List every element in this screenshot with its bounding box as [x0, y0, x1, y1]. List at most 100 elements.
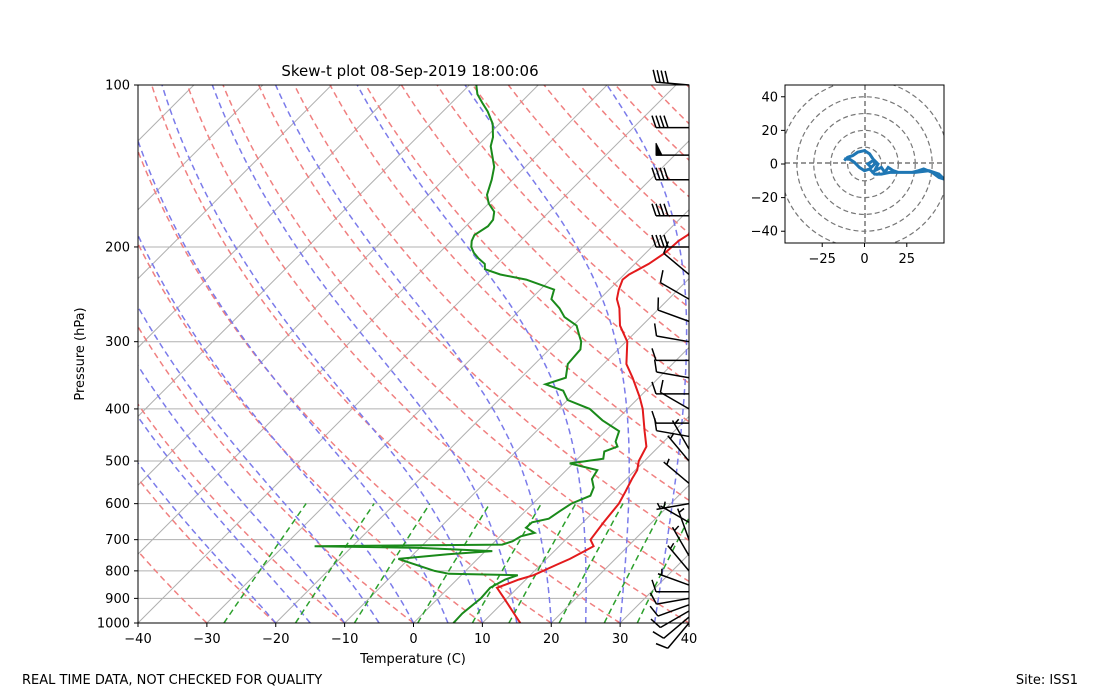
barb-half-flag — [673, 525, 680, 532]
dry-adiabat — [723, 85, 1100, 623]
x-tick-label: −10 — [331, 632, 358, 647]
moist-adiabat — [464, 85, 630, 623]
barb-full-flag — [652, 631, 665, 639]
isotherm — [344, 277, 689, 623]
barb-full-flag — [659, 167, 665, 180]
wind-barb — [657, 568, 690, 586]
wind-barb — [651, 410, 689, 424]
chart-title: Skew-t plot 08-Sep-2019 18:00:06 — [281, 62, 538, 80]
hodograph-ring — [796, 96, 933, 232]
barb-full-flag — [663, 234, 669, 248]
y-tick-label: 900 — [105, 592, 130, 607]
barb-full-flag — [650, 618, 661, 629]
barb-full-flag — [659, 203, 665, 216]
dry-adiabat — [258, 85, 689, 542]
moist-adiabat — [138, 461, 277, 623]
site-label: Site: ISS1 — [1015, 673, 1078, 688]
barb-full-flag — [659, 115, 665, 128]
x-tick-label: 30 — [612, 632, 629, 647]
x-axis-label: Temperature (C) — [359, 652, 466, 667]
moist-adiabat — [138, 364, 346, 623]
barb-full-flag — [663, 115, 669, 128]
hodograph-line — [843, 148, 944, 181]
wind-barb — [657, 297, 690, 323]
temperature-profile-line — [495, 233, 689, 623]
barb-full-flag — [651, 381, 657, 395]
barb-staff — [657, 573, 690, 586]
isotherm — [138, 85, 677, 623]
isotherm — [138, 85, 539, 486]
barb-full-flag — [659, 234, 665, 248]
wind-barb — [659, 379, 690, 410]
isotherm — [206, 140, 689, 623]
pressure-gridlines — [138, 84, 689, 624]
moist-adiabat — [138, 415, 311, 623]
barb-full-flag — [660, 70, 665, 83]
barb-half-flag — [663, 501, 666, 508]
barb-full-flag — [656, 69, 661, 83]
barb-staff — [667, 435, 690, 462]
hodograph-y-tick-label: 40 — [761, 90, 778, 105]
wind-barb — [651, 234, 689, 248]
wind-barb — [651, 381, 689, 395]
barb-full-flag — [651, 115, 657, 128]
moist-adiabat — [138, 138, 449, 623]
isotherm — [413, 346, 689, 623]
barb-half-flag — [669, 542, 675, 550]
barb-full-flag — [655, 115, 661, 128]
isotherm — [138, 85, 195, 142]
barb-half-flag — [678, 507, 685, 513]
barb-full-flag — [659, 379, 664, 393]
dry-adiabat — [472, 85, 689, 309]
hodograph-ring — [830, 129, 899, 199]
y-tick-label: 500 — [105, 455, 130, 470]
barb-staff — [663, 616, 690, 639]
barb-full-flag — [651, 348, 657, 361]
wind-barb — [667, 542, 690, 572]
y-tick-label: 700 — [105, 533, 130, 548]
barb-staff — [663, 461, 690, 484]
wind-barb — [656, 502, 690, 511]
y-tick-label: 400 — [105, 402, 130, 417]
hodograph-y-ticks: 40 20 0 −20 −40 — [751, 90, 785, 240]
y-axis-label: Pressure (hPa) — [73, 307, 88, 400]
hodograph-ring — [813, 112, 916, 216]
mixing-ratio-line — [471, 503, 542, 623]
dry-adiabat — [686, 85, 689, 89]
dry-adiabat — [186, 85, 689, 623]
hodograph-y-tick-label: 0 — [770, 158, 778, 173]
dry-adiabat — [138, 242, 483, 623]
y-tick-label: 1000 — [97, 617, 130, 632]
barb-staff — [660, 391, 690, 410]
y-axis-ticks: 1000 900 800 700 600 500 400 300 200 100 — [97, 79, 138, 632]
barb-staff — [656, 81, 690, 86]
barb-staff — [663, 252, 690, 276]
barb-half-flag — [656, 502, 662, 510]
isotherm — [619, 553, 689, 623]
dry-adiabat — [758, 85, 1100, 623]
x-tick-label: −40 — [124, 632, 151, 647]
barb-full-flag — [653, 323, 658, 337]
dry-adiabat — [138, 149, 552, 623]
wind-barb — [663, 458, 690, 484]
mixing-ratio-line — [294, 503, 375, 623]
barb-full-flag — [651, 167, 657, 180]
isotherm — [138, 85, 332, 280]
hodograph-x-tick-label: −25 — [808, 252, 835, 267]
wind-barb — [677, 507, 690, 540]
wind-barb — [671, 525, 690, 557]
isotherm — [275, 209, 689, 623]
hodograph-x-tick-label: 25 — [899, 252, 916, 267]
dry-adiabat — [138, 402, 346, 623]
barb-staff — [657, 309, 690, 323]
barb-full-flag — [659, 270, 664, 283]
hodograph-frame — [784, 84, 945, 244]
barb-staff — [677, 508, 690, 540]
barb-full-flag — [663, 203, 669, 216]
barb-full-flag — [651, 410, 657, 424]
barb-staff — [657, 604, 690, 617]
moist-adiabat — [138, 233, 415, 623]
wind-barbs — [649, 69, 690, 649]
isotherm — [688, 622, 689, 623]
